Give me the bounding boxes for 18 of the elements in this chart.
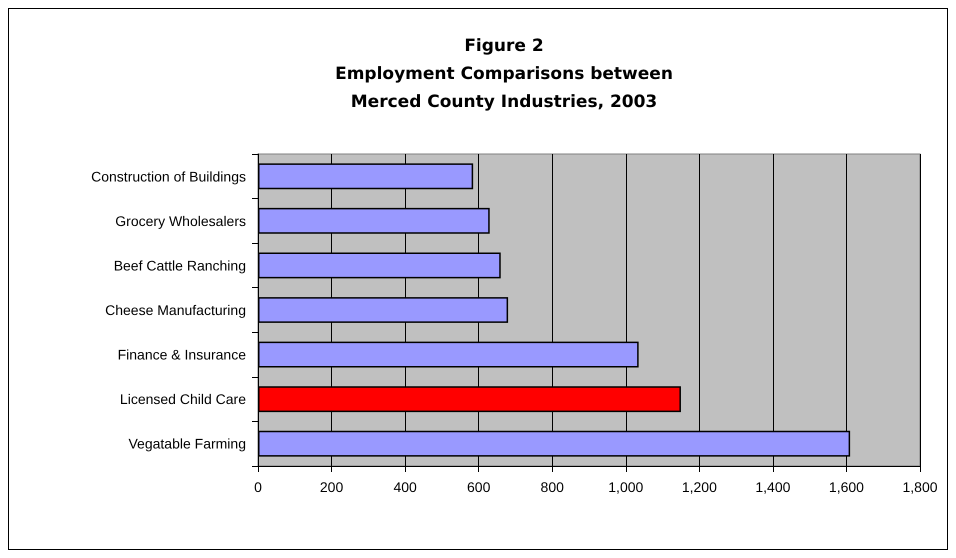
y-tick-label: Licensed Child Care xyxy=(120,391,246,408)
y-tick-label: Vegatable Farming xyxy=(128,436,246,452)
x-tick-label: 1,000 xyxy=(608,479,644,495)
y-tick-label: Construction of Buildings xyxy=(91,168,246,184)
x-tick-label: 200 xyxy=(320,479,344,495)
x-tick-label: 1,800 xyxy=(902,479,938,495)
x-tick-label: 1,600 xyxy=(828,479,864,495)
chart-title: Figure 2 Employment Comparisons between Merced County Industries, 2003 xyxy=(335,36,673,112)
y-tick-label: Cheese Manufacturing xyxy=(105,302,246,318)
y-tick-label: Grocery Wholesalers xyxy=(115,212,246,229)
x-tick-label: 0 xyxy=(254,479,262,495)
y-tick-label: Finance & Insurance xyxy=(118,346,246,363)
x-tick-label: 1,400 xyxy=(755,479,791,495)
y-tick-label: Beef Cattle Ranching xyxy=(114,257,246,274)
x-tick-label: 600 xyxy=(466,479,491,495)
x-tick-label: 800 xyxy=(540,479,564,495)
x-tick-label: 400 xyxy=(393,479,418,495)
x-tick-label: 1,200 xyxy=(682,479,718,495)
